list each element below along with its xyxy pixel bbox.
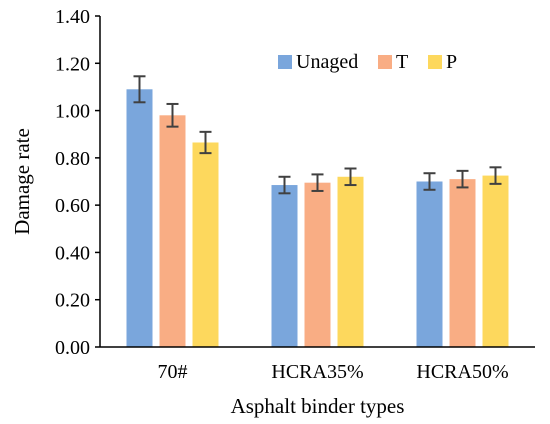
bar-t-3	[449, 179, 476, 347]
bar-p-1	[192, 142, 219, 347]
y-tick-label: 0.20	[55, 290, 90, 312]
legend-label-t: T	[396, 51, 408, 73]
y-tick-label: 0.80	[55, 148, 90, 170]
x-axis-ticks: 70# HCRA35% HCRA50%	[158, 361, 509, 383]
bar-unaged-2	[271, 185, 298, 347]
bar-t-2	[304, 182, 331, 347]
x-tick-label: HCRA50%	[416, 361, 508, 383]
x-tick-label: 70#	[158, 361, 188, 383]
bars-layer	[126, 89, 509, 348]
y-tick-label: 0.40	[55, 242, 90, 264]
bar-unaged-3	[416, 181, 443, 347]
bar-unaged-1	[126, 89, 153, 348]
y-tick-label: 1.40	[55, 6, 90, 28]
x-tick-label: HCRA35%	[271, 361, 363, 383]
bar-p-3	[482, 175, 509, 347]
y-tick-label: 1.00	[55, 101, 90, 123]
bar-p-2	[337, 176, 364, 347]
y-axis-title: Damage rate	[10, 128, 34, 235]
y-axis-ticks: 0.00 0.20 0.40 0.60 0.80 1.00 1.20 1.40	[55, 6, 100, 359]
y-tick-label: 0.00	[55, 337, 90, 359]
x-axis-title: Asphalt binder types	[231, 394, 405, 418]
legend: Unaged T P	[278, 51, 457, 73]
legend-swatch-unaged	[278, 55, 292, 69]
error-bars-layer	[133, 75, 502, 195]
y-tick-label: 0.60	[55, 195, 90, 217]
legend-label-p: P	[446, 51, 457, 73]
legend-label-unaged: Unaged	[296, 51, 358, 73]
legend-swatch-p	[428, 55, 442, 69]
y-tick-label: 1.20	[55, 53, 90, 75]
bar-t-1	[159, 115, 186, 347]
legend-swatch-t	[378, 55, 392, 69]
